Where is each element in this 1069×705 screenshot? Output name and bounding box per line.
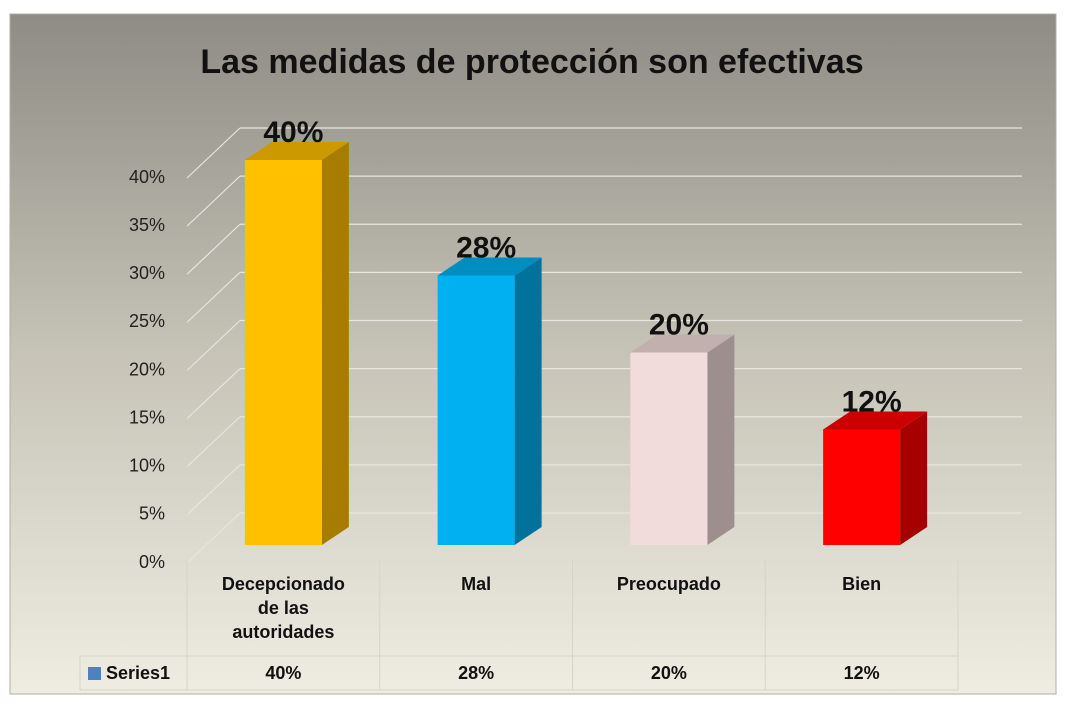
y-tick-label: 15% xyxy=(129,407,165,427)
y-tick-label: 30% xyxy=(129,263,165,283)
y-tick-label: 5% xyxy=(139,504,165,524)
grid-line xyxy=(186,175,241,227)
y-tick-label: 35% xyxy=(129,215,165,235)
x-tick-label: Preocupado xyxy=(617,574,721,594)
y-tick-label: 0% xyxy=(139,552,165,572)
x-tick-label: Mal xyxy=(461,574,491,594)
y-tick-label: 40% xyxy=(129,167,165,187)
bar-top xyxy=(244,142,349,160)
data-label: 20% xyxy=(649,308,709,341)
bar-top xyxy=(823,411,928,430)
y-tick-label: 10% xyxy=(129,456,165,476)
x-tick-label: Decepcionado de las autoridades xyxy=(222,574,345,642)
bar-top xyxy=(630,334,735,353)
bar xyxy=(437,275,515,545)
table-value: 28% xyxy=(458,663,494,683)
grid-line xyxy=(186,271,241,323)
bar xyxy=(630,352,708,545)
grid-line xyxy=(186,464,241,516)
grid-line xyxy=(186,416,241,468)
grid-line xyxy=(186,223,241,275)
legend-key xyxy=(88,667,101,680)
table-value: 40% xyxy=(265,663,301,683)
chart-title: Las medidas de protección son efectivas xyxy=(200,43,863,81)
data-label: 40% xyxy=(263,116,323,149)
data-label: 28% xyxy=(456,231,516,264)
bar-side xyxy=(900,411,928,545)
grid-line xyxy=(186,127,241,179)
table-value: 20% xyxy=(651,663,687,683)
bar-side xyxy=(321,142,349,545)
y-tick-label: 20% xyxy=(129,359,165,379)
bar-side xyxy=(707,334,735,545)
x-tick-label: Bien xyxy=(842,574,881,594)
y-tick-label: 25% xyxy=(129,311,165,331)
table-value: 12% xyxy=(844,663,880,683)
grid-line xyxy=(186,512,241,564)
data-label: 12% xyxy=(842,385,902,418)
grid-line xyxy=(186,320,241,371)
bar xyxy=(244,160,322,545)
grid-line xyxy=(186,368,241,420)
bar xyxy=(823,429,901,545)
bar-side xyxy=(514,257,542,545)
legend-label: Series1 xyxy=(106,663,170,683)
bar-top xyxy=(437,257,542,276)
